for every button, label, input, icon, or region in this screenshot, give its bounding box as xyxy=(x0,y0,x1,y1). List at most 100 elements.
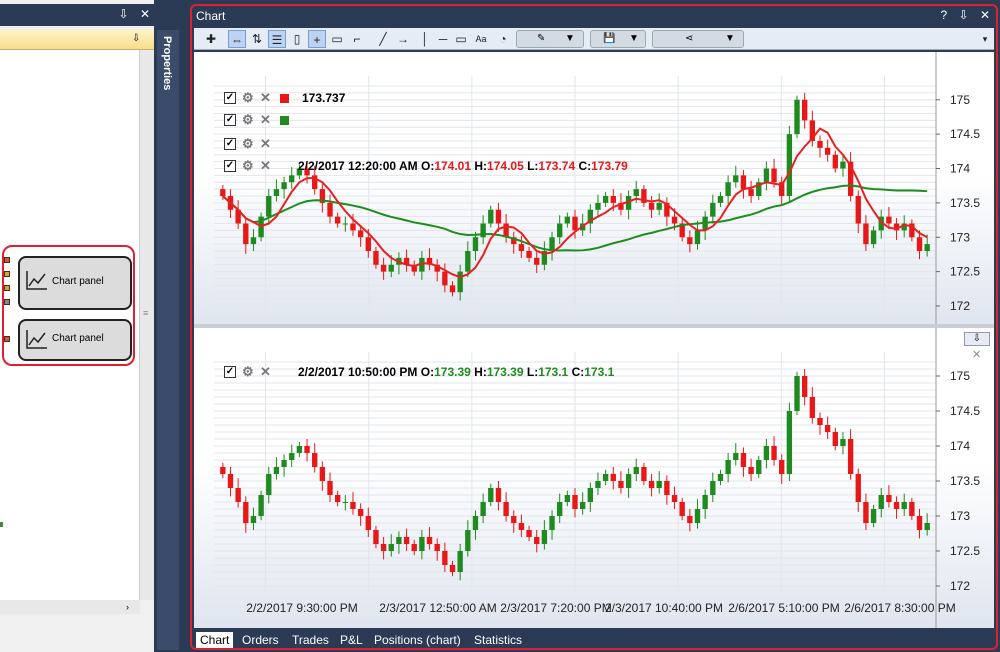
candlestick-chart-2[interactable]: 175 174.5 174 173.5 173 172.5 172 2/2/2017 9:30… xyxy=(194,328,994,628)
pin-icon[interactable]: ⇩ xyxy=(132,33,141,44)
gear-icon[interactable]: ⚙ xyxy=(242,112,254,127)
properties-tab[interactable]: Properties xyxy=(157,30,179,650)
chart-panel-label: Chart panel xyxy=(52,276,104,287)
share-dropdown[interactable]: ⋖ ▼ xyxy=(652,30,744,48)
candle-body xyxy=(319,467,326,481)
chart-panel-button-1[interactable]: Chart panel xyxy=(18,256,132,310)
x-tick-label: 2/3/2017 10:40:00 PM xyxy=(605,601,723,615)
tab-statistics[interactable]: Statistics xyxy=(474,633,523,647)
drawing-tools-dropdown[interactable]: ✎ ▼ xyxy=(516,30,584,48)
pane-splitter[interactable] xyxy=(194,324,994,328)
close-icon[interactable]: ✕ xyxy=(139,7,150,21)
gauge-icon[interactable]: ◔ xyxy=(499,32,507,46)
candle-body xyxy=(648,202,655,210)
close-icon[interactable]: ✕ xyxy=(260,112,271,127)
ohlc-low: 173.74 xyxy=(538,159,576,173)
comment-icon[interactable]: ▭ xyxy=(331,32,343,46)
help-icon[interactable]: ? xyxy=(940,8,948,22)
sort-icon[interactable]: ⇅ xyxy=(251,32,263,46)
candle-body xyxy=(901,223,907,231)
y-tick-label: 172.5 xyxy=(950,544,980,558)
candle-body xyxy=(465,251,471,272)
ohlc-o-label: O: xyxy=(420,365,435,379)
candle-body xyxy=(886,495,892,502)
horizontal-scrollbar[interactable]: › xyxy=(0,600,140,614)
ohlc-readout: 2/2/2017 10:50:00 PM O:173.39 H:173.39 L… xyxy=(298,365,614,379)
candle-body xyxy=(763,168,770,183)
tab-trades[interactable]: Trades xyxy=(292,633,329,647)
close-icon[interactable]: ✕ xyxy=(972,349,982,361)
candle-body xyxy=(312,453,318,467)
line-icon[interactable]: ╱ xyxy=(379,32,387,46)
candle-body xyxy=(572,216,578,231)
candle-body xyxy=(656,481,662,488)
tab-positions-chart[interactable]: Positions (chart) xyxy=(374,633,461,647)
gear-icon[interactable]: ⚙ xyxy=(242,136,254,151)
close-icon[interactable]: ✕ xyxy=(260,364,271,379)
ohlc-row-2: ✓ ⚙ ✕ 2/2/2017 10:50:00 PM O:173.39 H:17… xyxy=(224,364,784,382)
candle-body xyxy=(250,516,257,523)
candle-body xyxy=(442,271,448,286)
candle-body xyxy=(840,161,846,169)
document-icon[interactable]: ▯ xyxy=(293,32,301,46)
candle-body xyxy=(243,223,249,245)
price-pane-2[interactable]: 175 174.5 174 173.5 173 172.5 172 2/2/2017 9:30… xyxy=(194,328,994,628)
vertical-scrollbar[interactable]: ≡ xyxy=(140,50,154,600)
candle-body xyxy=(870,230,877,245)
ohlc-row-1: ✓ ⚙ ✕ 2/2/2017 12:20:00 AM O:174.01 H:17… xyxy=(224,158,784,176)
candle-body xyxy=(289,175,295,183)
horizontal-line-icon[interactable]: ─ xyxy=(438,32,448,46)
candle-body xyxy=(434,544,440,551)
pin-icon[interactable]: ⇩ xyxy=(964,332,990,346)
candlestick-chart-1[interactable]: 175 174.5 174 173.5 173 172.5 172 xyxy=(194,52,994,326)
candle-body xyxy=(365,237,371,251)
scroll-mode-icon[interactable]: ⇔ xyxy=(228,30,246,48)
rectangle-icon[interactable]: ▭ xyxy=(455,32,467,46)
candle-body xyxy=(641,189,647,203)
series-checkbox[interactable]: ✓ xyxy=(224,160,236,172)
y-tick-label: 173.5 xyxy=(950,196,980,210)
series-checkbox[interactable]: ✓ xyxy=(224,366,236,378)
candle-body xyxy=(572,495,578,509)
save-dropdown[interactable]: 💾 ▼ xyxy=(590,30,646,48)
close-icon[interactable]: ✕ xyxy=(979,8,990,22)
candle-body xyxy=(334,216,341,224)
gear-icon[interactable]: ⚙ xyxy=(242,158,254,173)
list-icon[interactable]: ☰ xyxy=(268,30,286,48)
add-icon[interactable]: ✚ xyxy=(205,32,217,46)
crosshair-icon[interactable]: + xyxy=(308,30,326,48)
close-icon[interactable]: ✕ xyxy=(260,90,271,105)
pin-icon[interactable]: ⇩ xyxy=(958,8,969,22)
arrow-icon[interactable]: → xyxy=(397,32,409,46)
indicator-checkbox[interactable]: ✓ xyxy=(224,92,236,104)
indicator-checkbox[interactable]: ✓ xyxy=(224,114,236,126)
scroll-right-icon[interactable]: › xyxy=(126,602,129,612)
close-icon[interactable]: ✕ xyxy=(260,158,271,173)
vertical-line-icon[interactable]: │ xyxy=(421,32,429,46)
tab-orders[interactable]: Orders xyxy=(242,633,279,647)
y-tick-label: 172 xyxy=(950,579,970,593)
candle-body xyxy=(549,516,555,530)
tab-pnl[interactable]: P&L xyxy=(340,633,363,647)
gear-icon[interactable]: ⚙ xyxy=(242,90,254,105)
expand-icon[interactable]: ▾ xyxy=(982,34,988,44)
candle-body xyxy=(763,446,770,460)
candle-body xyxy=(273,467,280,474)
y-tick-label: 173 xyxy=(950,230,970,244)
candle-body xyxy=(541,251,548,265)
chart-panel-button-2[interactable]: Chart panel xyxy=(18,319,132,361)
candle-body xyxy=(534,537,540,544)
indicator-checkbox[interactable]: ✓ xyxy=(224,138,236,150)
ohlc-l-label: L: xyxy=(527,159,539,173)
candle-body xyxy=(289,453,295,460)
pin-icon[interactable]: ⇩ xyxy=(118,7,129,21)
gear-icon[interactable]: ⚙ xyxy=(242,364,254,379)
close-icon[interactable]: ✕ xyxy=(260,136,271,151)
text-icon[interactable]: Aa xyxy=(475,34,487,44)
ohlc-time: 2/2/2017 12:20:00 AM xyxy=(298,159,418,173)
candle-body xyxy=(824,147,831,155)
price-pane[interactable]: 175 174.5 174 173.5 173 172.5 172 ✓ ⚙ ✕ 173.73… xyxy=(194,52,994,326)
tab-chart[interactable]: Chart xyxy=(196,632,234,648)
ruler-icon[interactable]: ⌐ xyxy=(353,32,361,46)
candle-body xyxy=(855,474,861,502)
